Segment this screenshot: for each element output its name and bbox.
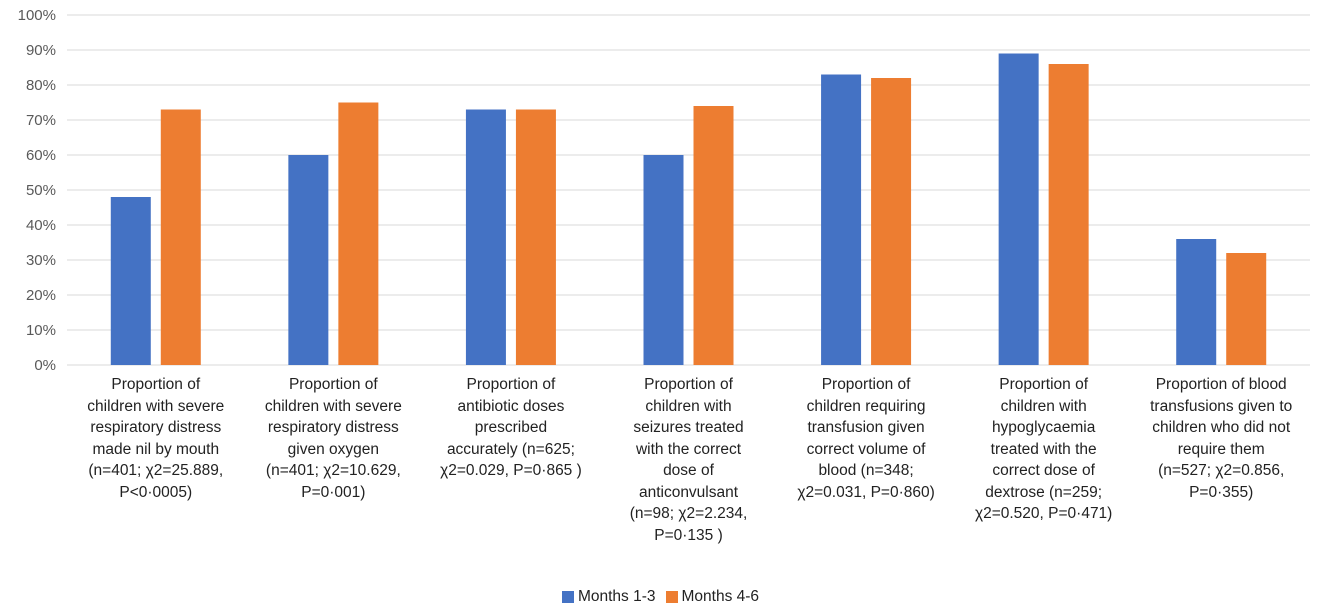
y-tick-label: 50%	[26, 182, 56, 199]
category-label-line: transfusion given	[807, 419, 925, 436]
category-label-line: hypoglycaemia	[991, 419, 1096, 436]
bar-months-4-6-4	[693, 106, 734, 365]
category-label-line: Proportion of	[466, 376, 556, 393]
category-label-line: Proportion of	[644, 376, 733, 393]
y-tick-label: 20%	[26, 287, 56, 304]
category-label-line: children who did not	[1152, 419, 1291, 436]
category-label-line: anticonvulsant	[638, 483, 739, 501]
category-label-line: with the correct	[635, 440, 742, 458]
category-label: Proportion of antibiotic doses prescribed a…	[422, 374, 600, 482]
bar-months-1-3-5	[821, 74, 862, 365]
bar-months-1-3-6	[998, 53, 1039, 365]
category-label-line: treated with the	[990, 440, 1097, 458]
category-label-line: seizures treated	[633, 419, 744, 436]
category-label-line: dose of	[663, 462, 714, 479]
bar-months-4-6-6	[1048, 64, 1089, 365]
category-label-line: P=0·001)	[301, 483, 366, 501]
category-label-line: accurately (n=625;	[446, 440, 575, 458]
category-label-line: (n=527; χ2=0.856,	[1158, 462, 1285, 479]
category-label-line: children with	[1000, 397, 1087, 415]
category-label-line: Proportion of	[999, 376, 1089, 393]
category-label-line: correct dose of	[992, 462, 1095, 479]
y-tick-label: 100%	[18, 7, 56, 24]
category-label-line: respiratory distress	[90, 419, 222, 436]
category-label-line: children with severe	[87, 397, 225, 415]
y-tick-label: 80%	[26, 77, 56, 94]
category-label: Proportion of children with hypoglycaemia t…	[955, 374, 1133, 525]
category-label-line: respiratory distress	[267, 419, 399, 436]
bar-months-4-6-1	[160, 109, 201, 365]
category-label-line: χ2=0.029, P=0·865 )	[440, 462, 582, 479]
bar-months-4-6-7	[1226, 253, 1267, 365]
category-label-line: prescribed	[474, 419, 548, 436]
y-tick-label: 30%	[26, 252, 56, 269]
category-label-line: χ2=0.031, P=0·860)	[797, 483, 935, 501]
legend-label: Months 1-3	[577, 588, 656, 605]
category-label-line: P=0·135 )	[654, 526, 723, 544]
category-label-line: Proportion of	[111, 376, 201, 393]
category-label: Proportion of blood transfusions given to…	[1132, 374, 1310, 503]
category-label-line: Proportion of blood	[1155, 376, 1287, 393]
category-label-line: P=0·355)	[1189, 483, 1254, 501]
bar-months-1-3-7	[1176, 239, 1217, 365]
bar-months-1-3-3	[465, 109, 506, 365]
y-tick-label: 90%	[26, 42, 56, 59]
category-label-line: Proportion of	[288, 376, 378, 393]
category-label-line: (n=401; χ2=10.629,	[265, 462, 401, 479]
category-label-line: require them	[1177, 440, 1265, 458]
category-label-line: blood (n=348;	[818, 462, 914, 479]
category-label-line: (n=401; χ2=25.889,	[88, 462, 224, 479]
category-label-line: correct volume of	[806, 440, 926, 458]
category-label-line: transfusions given to	[1150, 397, 1293, 415]
category-label-line: antibiotic doses	[457, 397, 565, 415]
bar-months-4-6-2	[338, 102, 379, 365]
y-tick-label: 0%	[34, 357, 56, 374]
category-label-line: χ2=0.520, P=0·471)	[974, 505, 1113, 522]
category-label: Proportion of children with severe respira…	[67, 374, 245, 503]
category-label-line: dextrose (n=259;	[985, 483, 1103, 501]
y-tick-label: 60%	[26, 147, 56, 164]
y-tick-label: 40%	[26, 217, 56, 234]
legend-item: Months 4-6	[665, 588, 760, 606]
legend-label: Months 4-6	[681, 588, 760, 605]
category-label-line: children with	[645, 397, 732, 415]
bar-months-1-3-2	[288, 155, 329, 365]
category-label-line: (n=98; χ2=2.234,	[629, 505, 748, 522]
category-label-line: given oxygen	[287, 440, 380, 458]
bar-months-1-3-4	[643, 155, 684, 365]
category-label-line: Proportion of	[821, 376, 911, 393]
bar-months-4-6-3	[515, 109, 556, 365]
bar-months-4-6-5	[871, 78, 912, 365]
bar-chart: 0% 10% 20% 30% 40% 50% 60% 70% 80% 90% 100%	[18, 7, 1310, 374]
legend: Months 1-3 Months 4-6	[0, 588, 1321, 608]
category-label: Proportion of children with severe respira…	[244, 374, 422, 503]
legend-item: Months 1-3	[561, 588, 656, 606]
category-label-line: made nil by mouth	[92, 440, 220, 458]
category-label-line: children requiring	[806, 397, 926, 415]
legend-swatch	[665, 591, 678, 603]
y-tick-label: 10%	[26, 322, 56, 339]
category-label: Proportion of children with seizures treat…	[600, 374, 778, 546]
category-label-line: children with severe	[264, 397, 402, 415]
category-label: Proportion of children requiring transfusi…	[777, 374, 955, 503]
y-tick-label: 70%	[26, 112, 56, 129]
bar-months-1-3-1	[110, 197, 151, 365]
category-label-line: P<0·0005)	[119, 483, 193, 501]
legend-swatch	[561, 591, 574, 603]
